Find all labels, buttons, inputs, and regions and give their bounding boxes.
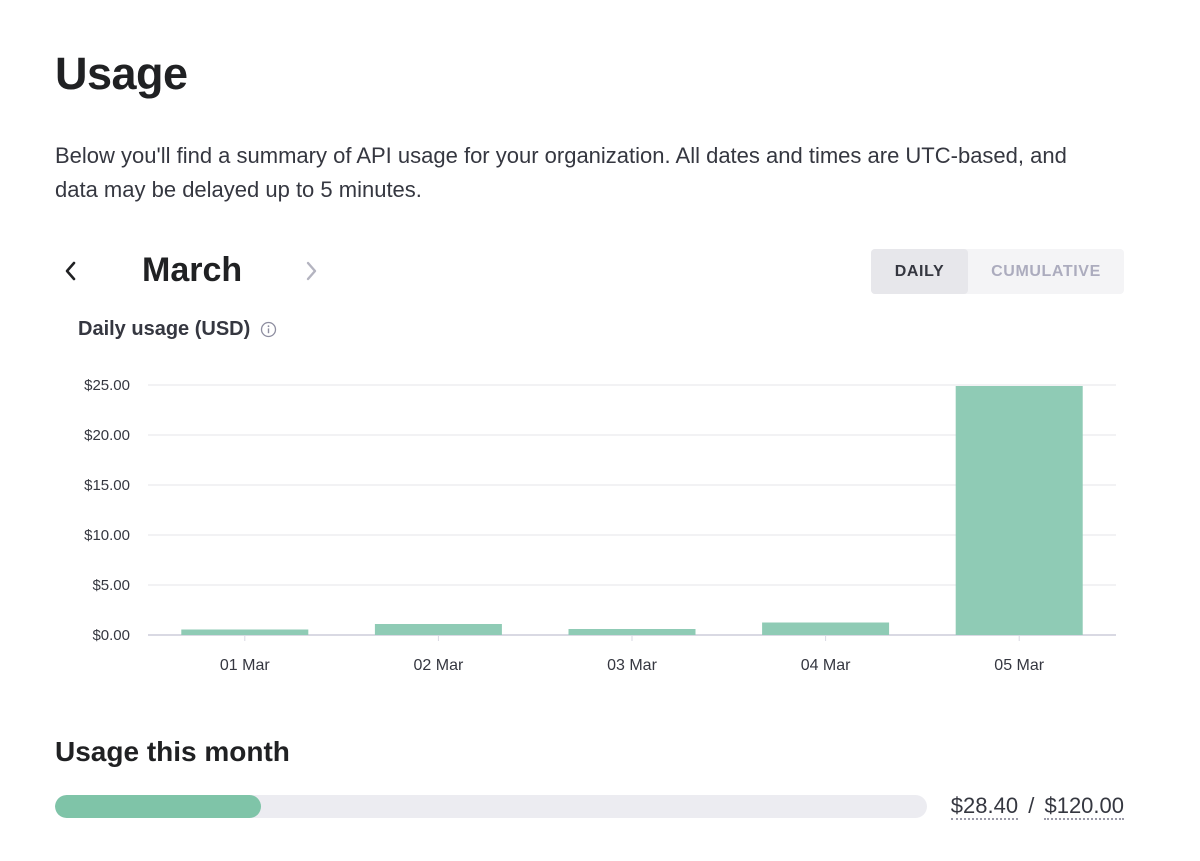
daily-usage-chart: $0.00 $5.00 $10.00 $15.00 $20.00 $25.00 01 Mar… — [84, 377, 1116, 674]
bar — [374, 624, 502, 635]
month-label: March — [142, 251, 243, 289]
usage-month-title: Usage this month — [55, 736, 290, 767]
info-icon[interactable] — [260, 321, 277, 338]
page-description: Below you'll find a summary of API usage… — [55, 143, 1067, 202]
previous-month-button[interactable] — [55, 255, 87, 287]
bar — [955, 386, 1083, 635]
usage-limit[interactable]: $120.00 — [1044, 793, 1124, 820]
view-toggle: DAILY CUMULATIVE — [871, 249, 1124, 294]
chevron-right-icon — [306, 261, 317, 281]
x-tick-label: 05 Mar — [994, 657, 1044, 674]
chart-title-row: Daily usage (USD) — [78, 318, 277, 341]
page-title: Usage — [55, 48, 188, 99]
y-tick-label: $10.00 — [84, 527, 130, 544]
month-navigator: March — [55, 248, 355, 294]
bar — [568, 629, 696, 635]
x-tick-label: 03 Mar — [607, 657, 657, 674]
x-tick-label: 04 Mar — [801, 657, 851, 674]
next-month-button[interactable] — [295, 255, 327, 287]
y-tick-label: $0.00 — [92, 627, 130, 644]
y-tick-label: $15.00 — [84, 477, 130, 494]
usage-progress-fill — [55, 795, 262, 818]
daily-tab[interactable]: DAILY — [871, 249, 968, 294]
usage-separator: / — [1028, 793, 1035, 818]
bar — [181, 629, 309, 635]
chevron-left-icon — [65, 261, 76, 281]
x-tick-label: 02 Mar — [414, 657, 464, 674]
chart-title: Daily usage (USD) — [78, 318, 251, 340]
y-tick-label: $5.00 — [92, 577, 130, 594]
bar — [762, 622, 890, 635]
y-tick-label: $25.00 — [84, 377, 130, 394]
usage-progress-bar — [55, 795, 927, 818]
y-tick-label: $20.00 — [84, 427, 130, 444]
cumulative-tab[interactable]: CUMULATIVE — [991, 262, 1101, 280]
usage-amount: $28.40 / $120.00 — [950, 790, 1124, 822]
x-tick-label: 01 Mar — [220, 657, 270, 674]
usage-used[interactable]: $28.40 — [950, 793, 1019, 820]
